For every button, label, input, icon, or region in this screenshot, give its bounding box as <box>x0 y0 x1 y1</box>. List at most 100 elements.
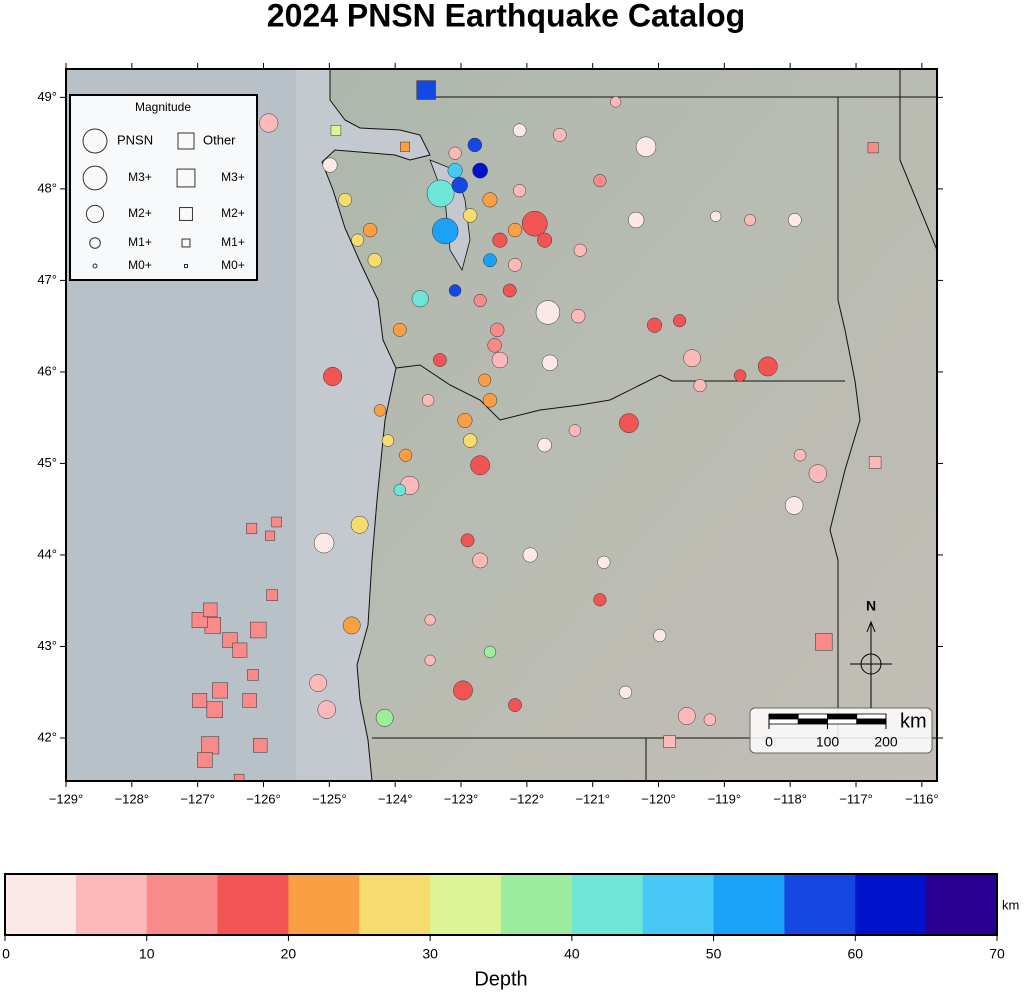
pnsn-event <box>808 464 828 483</box>
colorbar-band <box>855 874 927 935</box>
colorbar-band <box>926 874 998 935</box>
pnsn-event <box>351 233 365 247</box>
colorbar-tick-label: 30 <box>422 946 438 962</box>
pnsn-event <box>535 300 561 325</box>
y-tick-label: 42° <box>37 729 57 744</box>
x-tick-label: −118° <box>773 791 807 806</box>
legend-size-label: M0+ <box>128 258 152 272</box>
other-event <box>253 738 268 753</box>
other-event <box>663 735 676 748</box>
scale-segment <box>797 713 828 720</box>
other-event <box>212 682 228 699</box>
colorbar-tick-label: 20 <box>281 946 297 962</box>
other-event <box>246 522 258 534</box>
legend-pnsn-symbol <box>82 128 108 154</box>
scale-segment <box>827 713 858 720</box>
other-event <box>416 80 436 100</box>
pnsn-event <box>619 685 633 699</box>
other-event <box>867 142 879 154</box>
legend-size-square <box>179 207 193 221</box>
pnsn-event <box>491 351 509 369</box>
pnsn-event <box>502 283 517 298</box>
pnsn-event <box>693 379 707 393</box>
pnsn-event <box>513 184 527 198</box>
pnsn-event <box>447 163 463 179</box>
pnsn-event <box>570 308 586 324</box>
pnsn-event <box>635 136 657 157</box>
legend-box <box>69 94 258 281</box>
scale-segment <box>827 718 858 725</box>
other-event <box>233 773 245 781</box>
pnsn-event <box>472 162 488 179</box>
pnsn-event <box>537 437 552 453</box>
other-event <box>232 642 248 658</box>
colorbar-frame <box>4 873 998 936</box>
pnsn-event <box>433 353 447 367</box>
pnsn-event <box>478 373 492 387</box>
y-tick-label: 49° <box>37 89 57 104</box>
x-tick-label: −127° <box>180 791 214 806</box>
legend-size-circle <box>92 263 98 269</box>
y-tick-label: 44° <box>37 546 57 561</box>
pnsn-event <box>508 698 522 712</box>
other-event <box>201 736 220 755</box>
x-tick-label: −121° <box>575 791 609 806</box>
pnsn-event <box>373 404 387 417</box>
legend-title: Magnitude <box>135 100 191 114</box>
pnsn-event <box>463 433 478 448</box>
pnsn-event <box>470 455 490 476</box>
x-tick-label: −128° <box>115 791 149 806</box>
other-event <box>330 125 342 136</box>
other-event <box>271 516 282 528</box>
pnsn-event <box>703 713 717 726</box>
pnsn-event <box>453 680 473 701</box>
colorbar-band <box>784 874 856 935</box>
other-event <box>250 621 267 639</box>
scale-segment <box>856 718 887 725</box>
colorbar-band <box>146 874 219 935</box>
pnsn-event <box>568 424 582 437</box>
legend-size-circle <box>82 165 108 191</box>
pnsn-event <box>492 232 508 248</box>
pnsn-event <box>424 614 436 626</box>
pnsn-event <box>317 700 336 719</box>
other-event <box>242 693 257 708</box>
pnsn-event <box>467 137 483 153</box>
pnsn-event <box>710 210 722 222</box>
colorbar-label: Depth <box>474 968 527 990</box>
pnsn-event <box>448 146 462 160</box>
pnsn-event <box>653 628 667 643</box>
pnsn-event <box>552 128 567 142</box>
pnsn-event <box>610 96 622 108</box>
legend: Magnitude PNSN Other M3+ M3+ M2+ M2+ M1+ M1+ M0+ M… <box>69 94 258 281</box>
pnsn-event <box>784 496 804 515</box>
pnsn-event <box>619 413 639 434</box>
other-event <box>206 701 223 718</box>
y-tick-label: 46° <box>37 363 57 378</box>
pnsn-event <box>507 222 523 238</box>
legend-size-label: M1+ <box>128 235 152 249</box>
scale-segment <box>856 713 887 720</box>
y-tick-label: 43° <box>37 638 57 653</box>
pnsn-event <box>432 217 459 245</box>
legend-size-square <box>181 238 191 248</box>
pnsn-event <box>313 532 335 554</box>
pnsn-event <box>411 290 429 308</box>
map-frame <box>65 68 938 782</box>
border-columbia <box>395 364 845 421</box>
pnsn-event <box>744 214 756 226</box>
colorbar-band <box>501 874 573 935</box>
map-ticks: −129° −128° −127° −126° −125° −124° −123° −122°… <box>37 63 943 806</box>
pnsn-event <box>541 354 559 371</box>
x-tick-label: −122° <box>510 791 544 806</box>
legend-other-symbol <box>177 132 195 150</box>
pnsn-event <box>537 232 553 248</box>
x-tick-label: −116° <box>905 791 939 806</box>
pnsn-event <box>393 483 406 497</box>
pnsn-event <box>490 322 505 338</box>
legend-size-label: M1+ <box>221 235 245 249</box>
border-idaho <box>829 97 861 738</box>
x-tick-label: −117° <box>839 791 873 806</box>
colorbar-tick-label: 0 <box>2 946 10 962</box>
